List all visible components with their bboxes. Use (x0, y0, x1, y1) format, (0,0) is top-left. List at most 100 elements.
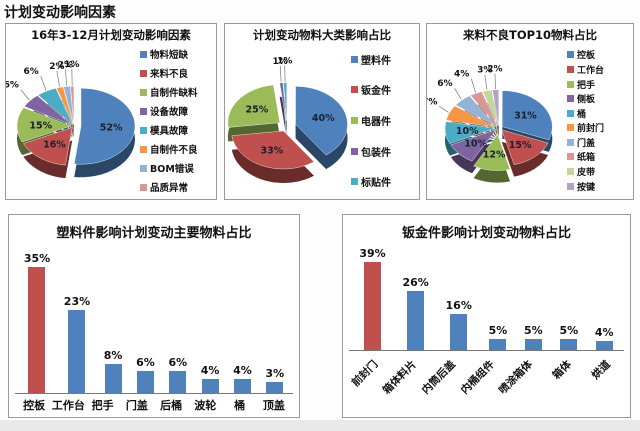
bar-value-label: 5% (524, 324, 543, 337)
pie-label: 6% (437, 79, 452, 89)
legend-label: 来料不良 (150, 69, 189, 80)
bar-column: 39% (359, 247, 386, 350)
bar-column: 5% (488, 324, 508, 350)
legend-swatch (140, 69, 147, 77)
pie-slice (231, 130, 315, 170)
bar-column: 4% (233, 364, 252, 393)
legend-swatch (567, 138, 574, 146)
bar-column: 26% (402, 276, 429, 350)
bar (136, 371, 154, 393)
legend-swatch (567, 153, 574, 161)
bar (169, 371, 187, 393)
pie-label-leader (439, 106, 449, 113)
pie-label: 33% (260, 145, 283, 156)
bar-category-label: 工作台 (51, 399, 85, 412)
chart-title: 塑料件影响计划变动主要物料占比 (56, 226, 252, 241)
legend-item: 控板 (567, 48, 629, 61)
pie-slice (295, 86, 348, 156)
panel-incoming-defect-top10-pie: 来料不良TOP10物料占比 31%15%12%10%10%7%6%4%3%2% … (426, 23, 634, 200)
bar-column: 16% (446, 299, 472, 350)
legend-item: 侧板 (567, 92, 629, 105)
bar (28, 267, 46, 393)
pie-label: 1% (273, 57, 288, 67)
pie-label-leader (470, 78, 476, 93)
chart-title: 来料不良TOP10物料占比 (462, 28, 598, 42)
bar-column: 5% (559, 324, 578, 350)
legend-label: 电器件 (361, 116, 391, 128)
pie-slice (63, 86, 74, 125)
legend-item: 门盖 (567, 136, 629, 149)
pie-slice (473, 134, 511, 171)
legend-item: 钣金件 (351, 82, 415, 97)
pie-label: 15% (509, 140, 532, 151)
pie-slice (444, 121, 496, 144)
legend-swatch (140, 50, 147, 58)
legend-label: 门盖 (577, 138, 596, 149)
legend-label: 物料短缺 (150, 50, 189, 61)
pie-legend: 控板 工作台 把手 侧板桶前封门 门盖 纸箱 皮带 按键 (567, 44, 633, 197)
legend-label: 模具故障 (150, 126, 189, 137)
bar-column: 8% (104, 349, 122, 393)
bar-value-label: 5% (488, 324, 508, 337)
bar-category-label: 顶盖 (262, 399, 285, 412)
bar-category-label: 波轮 (194, 399, 217, 412)
pie-label: 4% (454, 70, 469, 80)
bar (450, 314, 468, 350)
bar-value-label: 6% (136, 356, 155, 369)
bar-category-label: 喷涂箱体 (497, 351, 545, 413)
bar (560, 339, 578, 350)
bar-value-label: 26% (402, 276, 429, 289)
pie-label-leader (65, 69, 68, 86)
legend-label: 控板 (577, 51, 596, 62)
pie-svg: 52% 16% 15% 6% 6% 2%2%1% (5, 60, 136, 179)
panel-plastic-parts-bar: 塑料件影响计划变动主要物料占比 35% 23% 8% 6% 6% 4% 4% 3% 控板 工作台把… (8, 214, 300, 418)
legend-item: 自制件不良 (140, 142, 212, 156)
pie-label: 6% (24, 67, 39, 77)
bar-value-label: 35% (23, 252, 51, 265)
legend-label: 工作台 (577, 65, 605, 76)
chart-title: 钣金件影响计划变动物料占比 (401, 226, 571, 241)
pie-slice (501, 129, 549, 165)
legend-item: 电器件 (351, 113, 415, 128)
pie-label: 12% (483, 150, 506, 161)
bar-value-label: 23% (63, 295, 91, 308)
legend-swatch (567, 182, 574, 190)
panel-plan-change-factors-pie: 16年3-12月计划变动影响因素 52% 16% 15% 6% 6% 2% 2% 1% 物料短… (5, 23, 217, 200)
legend-swatch (351, 55, 358, 63)
pie-label-leader (484, 74, 488, 90)
pie-slice (70, 86, 75, 125)
legend-swatch (567, 51, 574, 59)
pie-label: 6% (5, 81, 19, 91)
legend-swatch (567, 124, 574, 132)
legend-swatch (140, 145, 147, 153)
legend-swatch (567, 109, 574, 117)
legend-item: 工作台 (567, 63, 629, 76)
pie-chart-plan-change-factors: 52% 16% 15% 6% 6% 2% 2% 1% 物料短缺 来料不良 自制件缺料 设备故障 模具故… (6, 44, 216, 197)
legend-label: 前封门 (577, 124, 605, 135)
pie-label: 15% (29, 120, 52, 131)
legend-item: 塑料件 (351, 52, 415, 67)
pie-slice (56, 86, 74, 125)
pie-label: 2% (58, 61, 73, 71)
bar-column: 4% (595, 326, 614, 350)
legend-item: 把手 (567, 78, 629, 91)
pie-label: 2% (487, 65, 502, 75)
bar (68, 310, 86, 393)
bar-value-label: 5% (559, 324, 579, 337)
legend-label: BOM错误 (150, 164, 194, 175)
bar-category-label-text: 烘道 (589, 358, 613, 382)
bar-category-label: 箱体 (545, 351, 584, 413)
legend-label: 侧板 (577, 95, 596, 106)
legend-swatch (351, 178, 358, 186)
chart-title: 16年3-12月计划变动影响因素 (31, 28, 191, 42)
legend-item: 标贴件 (351, 174, 415, 189)
legend-item: 前封门 (567, 121, 629, 134)
legend-label: 塑料件 (361, 55, 391, 67)
pie-slice (455, 95, 497, 127)
pie-chart-material-category: 40% 33% 25% 1% 1% 塑料件 钣金件 电器件 包装件 标贴件 (225, 44, 419, 197)
page-title: 计划变动影响因素 (4, 5, 116, 21)
legend-swatch (567, 168, 574, 176)
bar-category-axis: 控板 工作台 把手 门盖 后桶 波轮 桶 顶盖 (15, 394, 293, 413)
bar-category-label: 烘道 (583, 351, 622, 413)
bar-category-axis: 前封门 箱体料片 内筒后盖 内桶组件 喷涂箱体 箱体 烘道 (349, 351, 624, 413)
